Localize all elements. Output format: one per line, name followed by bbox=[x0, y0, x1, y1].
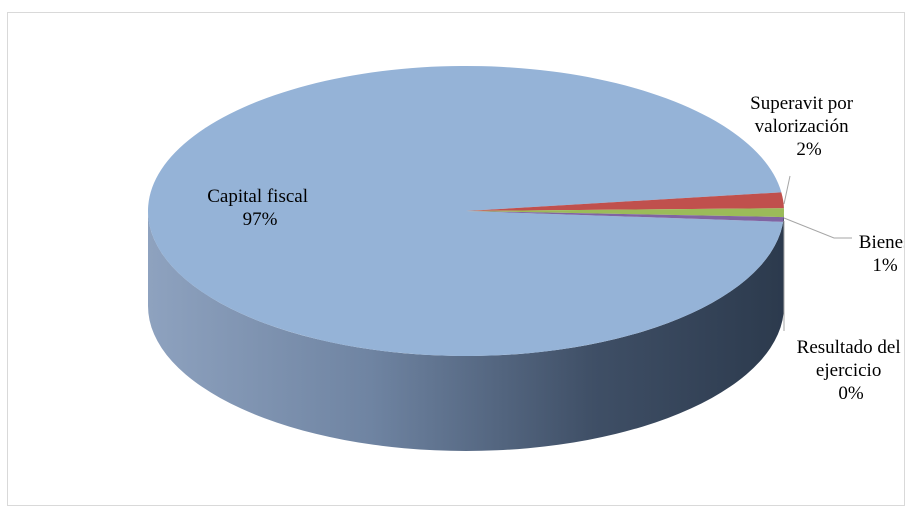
label-superavit-value: 2% bbox=[796, 139, 822, 160]
chart-frame: Capital fiscal 97% Superavit por valoriz… bbox=[7, 12, 905, 506]
leader-line-bienes bbox=[783, 217, 852, 239]
label-superavit: Superavit por valorización 2% bbox=[750, 93, 858, 160]
label-capital-value: 97% bbox=[243, 209, 278, 230]
label-resultado-value: 0% bbox=[838, 383, 864, 404]
label-bienes: Bienes 1% bbox=[859, 232, 905, 276]
label-bienes-name: Bienes bbox=[859, 232, 905, 253]
pie-slice-capital-fiscal bbox=[147, 65, 784, 356]
label-bienes-value: 1% bbox=[872, 255, 898, 276]
label-capital-fiscal: Capital fiscal 97% bbox=[207, 186, 313, 230]
label-superavit-line2: valorización bbox=[755, 116, 849, 137]
leader-line-superavit bbox=[783, 175, 791, 205]
pie-chart: Capital fiscal 97% Superavit por valoriz… bbox=[147, 65, 905, 451]
label-resultado-line1: Resultado del bbox=[797, 337, 901, 358]
label-superavit-line1: Superavit por bbox=[750, 93, 854, 114]
pie-side-wall bbox=[148, 211, 784, 451]
label-capital-name: Capital fiscal bbox=[207, 186, 308, 207]
label-resultado: Resultado del ejercicio 0% bbox=[797, 337, 905, 404]
pie-slice-superavit bbox=[466, 192, 784, 211]
label-resultado-line2: ejercicio bbox=[816, 360, 881, 381]
pie-slice-resultado bbox=[466, 211, 784, 222]
pie-slice-bienes bbox=[466, 208, 784, 218]
